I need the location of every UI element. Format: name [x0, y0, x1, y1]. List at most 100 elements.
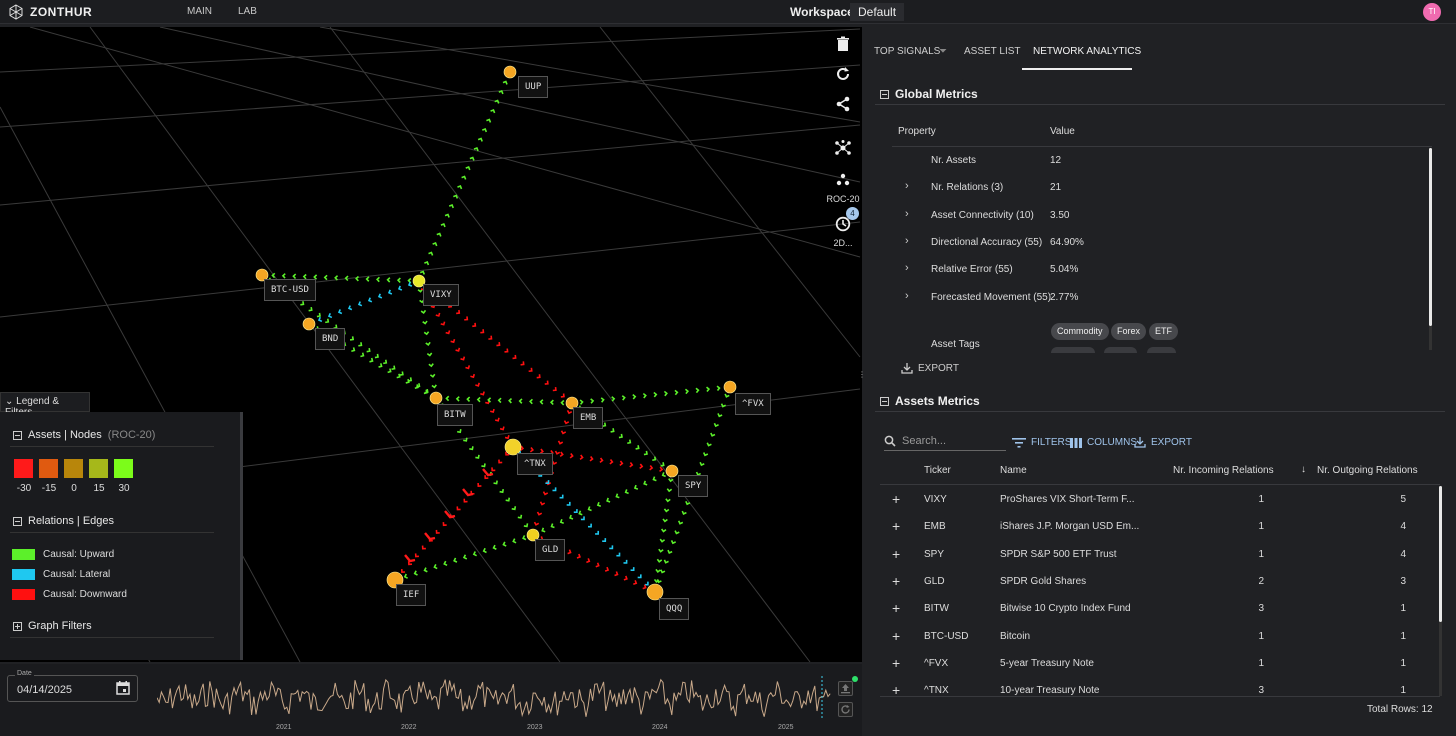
tag-etf[interactable]: ETF	[1149, 323, 1178, 340]
node-uup[interactable]	[503, 65, 517, 79]
node-label-ief[interactable]: IEF	[396, 584, 427, 606]
global-metrics-header[interactable]: Global Metrics	[880, 87, 978, 101]
filters-button[interactable]: FILTERS	[1012, 437, 1071, 448]
network-layout-icon	[835, 140, 851, 155]
edge-arrow	[660, 569, 666, 574]
table-row[interactable]: + ^TNX 10-year Treasury Note 3 1	[878, 677, 1438, 704]
table-row[interactable]: + VIXY ProShares VIX Short-Term F... 1 5	[878, 486, 1438, 513]
assets-export-button[interactable]: EXPORT	[1134, 436, 1192, 448]
timeline-sparkline[interactable]	[157, 674, 832, 722]
node-label-spy[interactable]: SPY	[678, 475, 709, 497]
edge-arrow	[442, 522, 447, 527]
panel-splitter-handle[interactable]: ⋮	[858, 370, 866, 379]
tab-top-signals[interactable]: TOP SIGNALS	[874, 46, 941, 57]
sort-desc-icon[interactable]: ↓	[1301, 464, 1306, 475]
node-label-bnd[interactable]: BND	[315, 328, 346, 350]
edge-arrow	[599, 457, 604, 463]
node-bnd[interactable]	[302, 317, 316, 331]
workspace-select[interactable]: Default	[850, 3, 905, 21]
expand-row-icon[interactable]: ›	[905, 234, 909, 247]
expand-row-icon[interactable]: +	[892, 682, 901, 699]
col-name[interactable]: Name	[1000, 465, 1027, 476]
table-row[interactable]: + GLD SPDR Gold Shares 2 3	[878, 568, 1438, 595]
node-qqq[interactable]	[646, 583, 664, 601]
table-row[interactable]: + ^FVX 5-year Treasury Note 1 1	[878, 650, 1438, 677]
tab-network-analytics[interactable]: NETWORK ANALYTICS	[1033, 46, 1142, 57]
edge-arrow	[656, 558, 663, 563]
col-incoming[interactable]: Nr. Incoming Relations	[1173, 465, 1274, 476]
node-label-tnx[interactable]: ^TNX	[517, 453, 553, 475]
global-export-button[interactable]: EXPORT	[901, 362, 959, 374]
node-tnx[interactable]	[504, 438, 522, 456]
upload-button[interactable]	[838, 681, 853, 696]
legend-toggle[interactable]: ⌄ Legend & Filters	[0, 392, 90, 418]
expand-row-icon[interactable]: +	[892, 491, 901, 507]
table-row[interactable]: + BTC-USD Bitcoin 1 1	[878, 623, 1438, 650]
expand-row-icon[interactable]: +	[892, 518, 901, 535]
year-tick: 2021	[276, 724, 292, 731]
global-metrics-scrollbar[interactable]	[1429, 148, 1432, 326]
node-vixy[interactable]	[412, 274, 426, 288]
node-label-bitw[interactable]: BITW	[437, 404, 473, 426]
col-ticker[interactable]: Ticker	[924, 465, 951, 476]
edge-arrow	[695, 471, 702, 476]
assets-metrics-header[interactable]: Assets Metrics	[880, 394, 980, 408]
avatar[interactable]: TI	[1423, 3, 1441, 21]
tab-asset-list[interactable]: ASSET LIST	[964, 46, 1021, 57]
node-label-vixy[interactable]: VIXY	[423, 284, 459, 306]
refresh-button[interactable]	[826, 66, 860, 87]
col-outgoing[interactable]: Nr. Outgoing Relations	[1317, 465, 1418, 476]
node-btc-usd[interactable]	[255, 268, 269, 282]
node-label-gld[interactable]: GLD	[535, 539, 566, 561]
edge-arrow	[466, 396, 471, 402]
cell-outgoing: 3	[1400, 575, 1406, 587]
edge-arrow	[376, 276, 380, 283]
node-bitw[interactable]	[429, 391, 443, 405]
expand-row-icon[interactable]: ›	[905, 289, 909, 302]
node-label-emb[interactable]: EMB	[573, 407, 604, 429]
node-spy[interactable]	[665, 464, 679, 478]
roc-button[interactable]: ROC-20	[826, 172, 860, 204]
nav-main[interactable]: MAIN	[187, 6, 212, 17]
expand-row-icon[interactable]: +	[892, 627, 901, 644]
assets-nodes-header[interactable]: Assets | Nodes (ROC-20)	[13, 429, 155, 441]
table-row[interactable]: + BITW Bitwise 10 Crypto Index Fund 3 1	[878, 595, 1438, 622]
table-row[interactable]: + SPY SPDR S&P 500 ETF Trust 1 4	[878, 541, 1438, 568]
node-label-fvx[interactable]: ^FVX	[735, 393, 771, 415]
search-input[interactable]	[902, 435, 1002, 447]
node-label-uup[interactable]: UUP	[518, 76, 549, 98]
tag-forex[interactable]: Forex	[1111, 323, 1147, 340]
logo[interactable]: ZONTHUR	[8, 4, 92, 20]
node-fvx[interactable]	[723, 380, 737, 394]
expand-row-icon[interactable]: ›	[905, 180, 909, 193]
history-button[interactable]: 2D...	[826, 216, 860, 248]
expand-row-icon[interactable]: ›	[905, 262, 909, 275]
chevron-down-icon[interactable]: ⏷	[939, 46, 947, 57]
relations-edges-header[interactable]: Relations | Edges	[13, 515, 114, 527]
delete-button[interactable]	[826, 36, 860, 57]
expand-row-icon[interactable]: +	[892, 600, 901, 617]
node-gld[interactable]	[526, 528, 540, 542]
node-label-qqq[interactable]: QQQ	[659, 598, 690, 620]
edge-arrow	[563, 420, 570, 425]
edge-legend-upward: Causal: Upward	[12, 549, 114, 560]
expand-row-icon[interactable]: +	[892, 654, 901, 671]
calendar-icon[interactable]	[116, 681, 130, 695]
reset-button[interactable]	[838, 702, 853, 717]
edge-arrow	[470, 373, 476, 379]
tag-commodity[interactable]: Commodity	[1051, 323, 1109, 340]
expand-row-icon[interactable]: +	[892, 545, 901, 562]
graph-filters-header[interactable]: Graph Filters	[13, 620, 92, 632]
nav-lab[interactable]: LAB	[238, 6, 257, 17]
share-button[interactable]	[826, 96, 860, 117]
table-row[interactable]: + EMB iShares J.P. Morgan USD Em... 1 4	[878, 513, 1438, 540]
assets-metrics-scrollbar[interactable]	[1439, 486, 1442, 622]
expand-row-icon[interactable]: +	[892, 572, 901, 589]
expand-row-icon[interactable]: ›	[905, 207, 909, 220]
date-input[interactable]	[7, 675, 138, 702]
layout-button[interactable]	[826, 140, 860, 161]
node-emb[interactable]	[565, 396, 579, 410]
columns-button[interactable]: COLUMNS	[1070, 437, 1137, 448]
cell-outgoing: 1	[1400, 685, 1406, 697]
node-label-btc-usd[interactable]: BTC-USD	[264, 279, 316, 301]
